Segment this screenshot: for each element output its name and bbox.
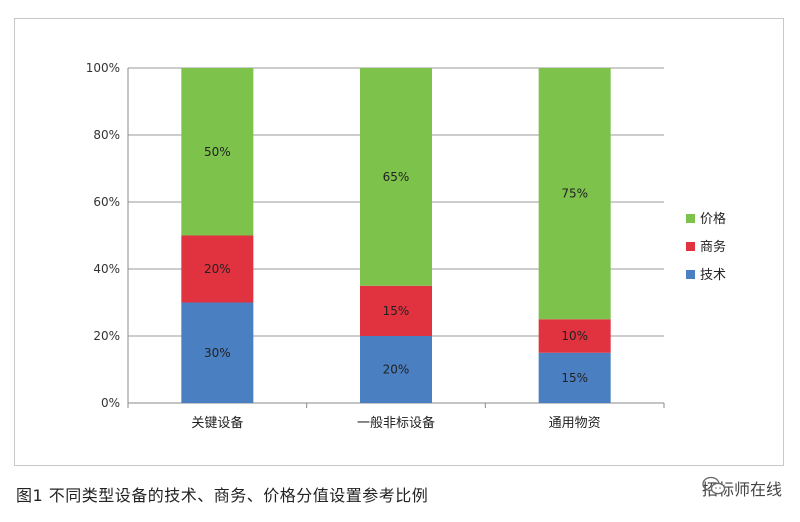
y-tick-label: 40% bbox=[93, 262, 120, 276]
legend-swatch bbox=[686, 214, 695, 223]
data-label: 30% bbox=[204, 346, 231, 360]
wechat-icon bbox=[702, 476, 726, 495]
data-label: 20% bbox=[204, 262, 231, 276]
bar-segment bbox=[181, 302, 254, 403]
y-tick-label: 100% bbox=[86, 61, 120, 75]
y-tick-label: 20% bbox=[93, 329, 120, 343]
bar-segment bbox=[360, 336, 432, 403]
bar-segment bbox=[360, 68, 432, 286]
legend-swatch bbox=[686, 270, 695, 279]
legend-swatch bbox=[686, 242, 695, 251]
data-label: 15% bbox=[561, 371, 588, 385]
legend-label: 技术 bbox=[700, 268, 726, 283]
bar-segment bbox=[181, 68, 254, 236]
y-tick-label: 60% bbox=[93, 195, 120, 209]
y-tick-label: 0% bbox=[101, 396, 120, 410]
bar-segment bbox=[538, 352, 611, 403]
bar-segment bbox=[538, 319, 611, 353]
data-label: 15% bbox=[383, 304, 410, 318]
figure-caption: 图1 不同类型设备的技术、商务、价格分值设置参考比例 bbox=[16, 486, 429, 505]
legend-label: 价格 bbox=[700, 211, 726, 227]
watermark: 招标师在线 bbox=[702, 476, 782, 500]
data-label: 10% bbox=[561, 329, 588, 343]
bar-segment bbox=[360, 285, 432, 336]
x-category-label: 关键设备 bbox=[191, 415, 243, 431]
legend-label: 商务 bbox=[700, 239, 726, 255]
bar-segment bbox=[538, 68, 611, 320]
data-label: 50% bbox=[204, 145, 231, 159]
bar-segment bbox=[181, 235, 254, 303]
y-tick-label: 80% bbox=[93, 128, 120, 142]
data-label: 75% bbox=[561, 187, 588, 201]
data-label: 65% bbox=[383, 170, 410, 184]
x-category-label: 通用物资 bbox=[549, 416, 601, 431]
data-label: 20% bbox=[383, 363, 410, 377]
stacked-bar-chart: 0% 20% 40% 60% 80% 100% 30% 20% 50% 关键设备 20% 15% 65%… bbox=[86, 61, 726, 431]
x-category-label: 一般非标设备 bbox=[357, 415, 435, 431]
